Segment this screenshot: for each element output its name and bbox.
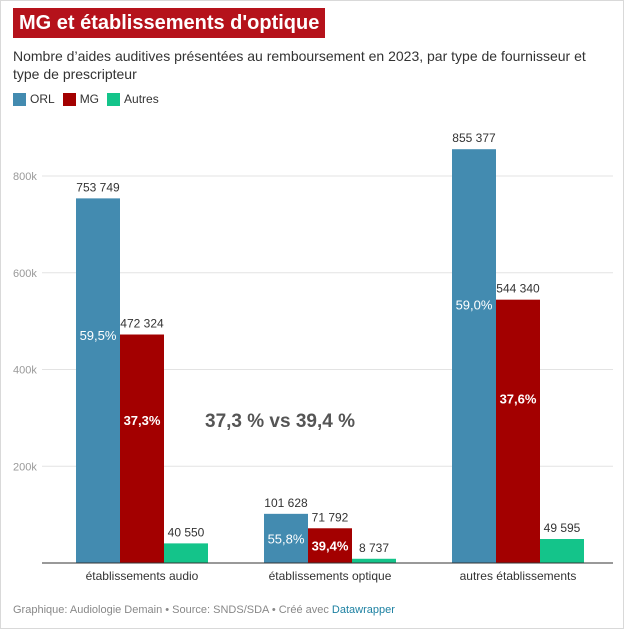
value-label-autres-2: 49 595 bbox=[544, 521, 581, 535]
value-label-mg-1: 71 792 bbox=[312, 510, 349, 524]
legend-item-autres: Autres bbox=[107, 92, 159, 106]
comparison-annotation: 37,3 % vs 39,4 % bbox=[205, 411, 355, 432]
chart-title: MG et établissements d'optique bbox=[13, 8, 326, 38]
share-label-mg-1: 39,4% bbox=[312, 539, 349, 554]
chart-footer: Graphique: Audiologie Demain • Source: S… bbox=[13, 604, 395, 616]
bar-autres-0 bbox=[164, 543, 208, 563]
share-label-orl-2: 59,0% bbox=[456, 297, 493, 312]
datawrapper-link[interactable]: Datawrapper bbox=[331, 604, 395, 616]
legend-label-autres: Autres bbox=[124, 92, 159, 106]
value-label-mg-2: 544 340 bbox=[496, 282, 540, 296]
legend-item-mg: MG bbox=[62, 92, 100, 106]
value-label-mg-0: 472 324 bbox=[120, 317, 164, 331]
share-label-orl-1: 55,8% bbox=[268, 531, 305, 546]
legend-swatch-orl bbox=[13, 92, 26, 106]
chart-subtitle: Nombre d’aides auditives présentées au r… bbox=[13, 48, 586, 82]
legend: ORL MG Autres bbox=[13, 92, 167, 106]
bar-chart: 200k 400k 600k 800k 753 749 59,5%472 324 37,3%… bbox=[13, 131, 613, 583]
bar-orl-0 bbox=[76, 198, 120, 564]
legend-swatch-autres bbox=[107, 92, 121, 106]
x-tick-label-0: établissements audio bbox=[86, 569, 199, 583]
y-tick-label: 600k bbox=[13, 268, 37, 280]
x-tick-label-1: établissements optique bbox=[269, 569, 392, 583]
value-label-orl-0: 753 749 bbox=[76, 180, 120, 194]
legend-swatch-mg bbox=[62, 92, 76, 106]
y-tick-label: 200k bbox=[13, 461, 37, 473]
legend-item-orl: ORL bbox=[13, 92, 55, 106]
bar-autres-2 bbox=[540, 539, 584, 563]
value-label-autres-1: 8 737 bbox=[359, 541, 389, 555]
value-label-autres-0: 40 550 bbox=[168, 525, 205, 539]
x-tick-label-2: autres établissements bbox=[460, 569, 577, 583]
share-label-mg-0: 37,3% bbox=[124, 413, 161, 428]
share-label-orl-0: 59,5% bbox=[80, 328, 117, 343]
value-label-orl-2: 855 377 bbox=[452, 131, 496, 145]
bar-mg-0 bbox=[120, 334, 164, 563]
y-tick-label: 400k bbox=[13, 365, 37, 377]
legend-label-orl: ORL bbox=[30, 92, 55, 106]
bar-mg-2 bbox=[496, 299, 540, 563]
bar-orl-2 bbox=[452, 149, 496, 564]
bar-orl-1 bbox=[264, 513, 308, 563]
share-label-mg-2: 37,6% bbox=[500, 391, 537, 406]
footer-source: Graphique: Audiologie Demain • Source: S… bbox=[13, 604, 332, 616]
bar-mg-1 bbox=[308, 528, 352, 563]
value-label-orl-1: 101 628 bbox=[264, 496, 308, 510]
legend-label-mg: MG bbox=[79, 92, 100, 106]
bar-autres-1 bbox=[352, 558, 396, 563]
y-tick-label: 800k bbox=[13, 171, 37, 183]
